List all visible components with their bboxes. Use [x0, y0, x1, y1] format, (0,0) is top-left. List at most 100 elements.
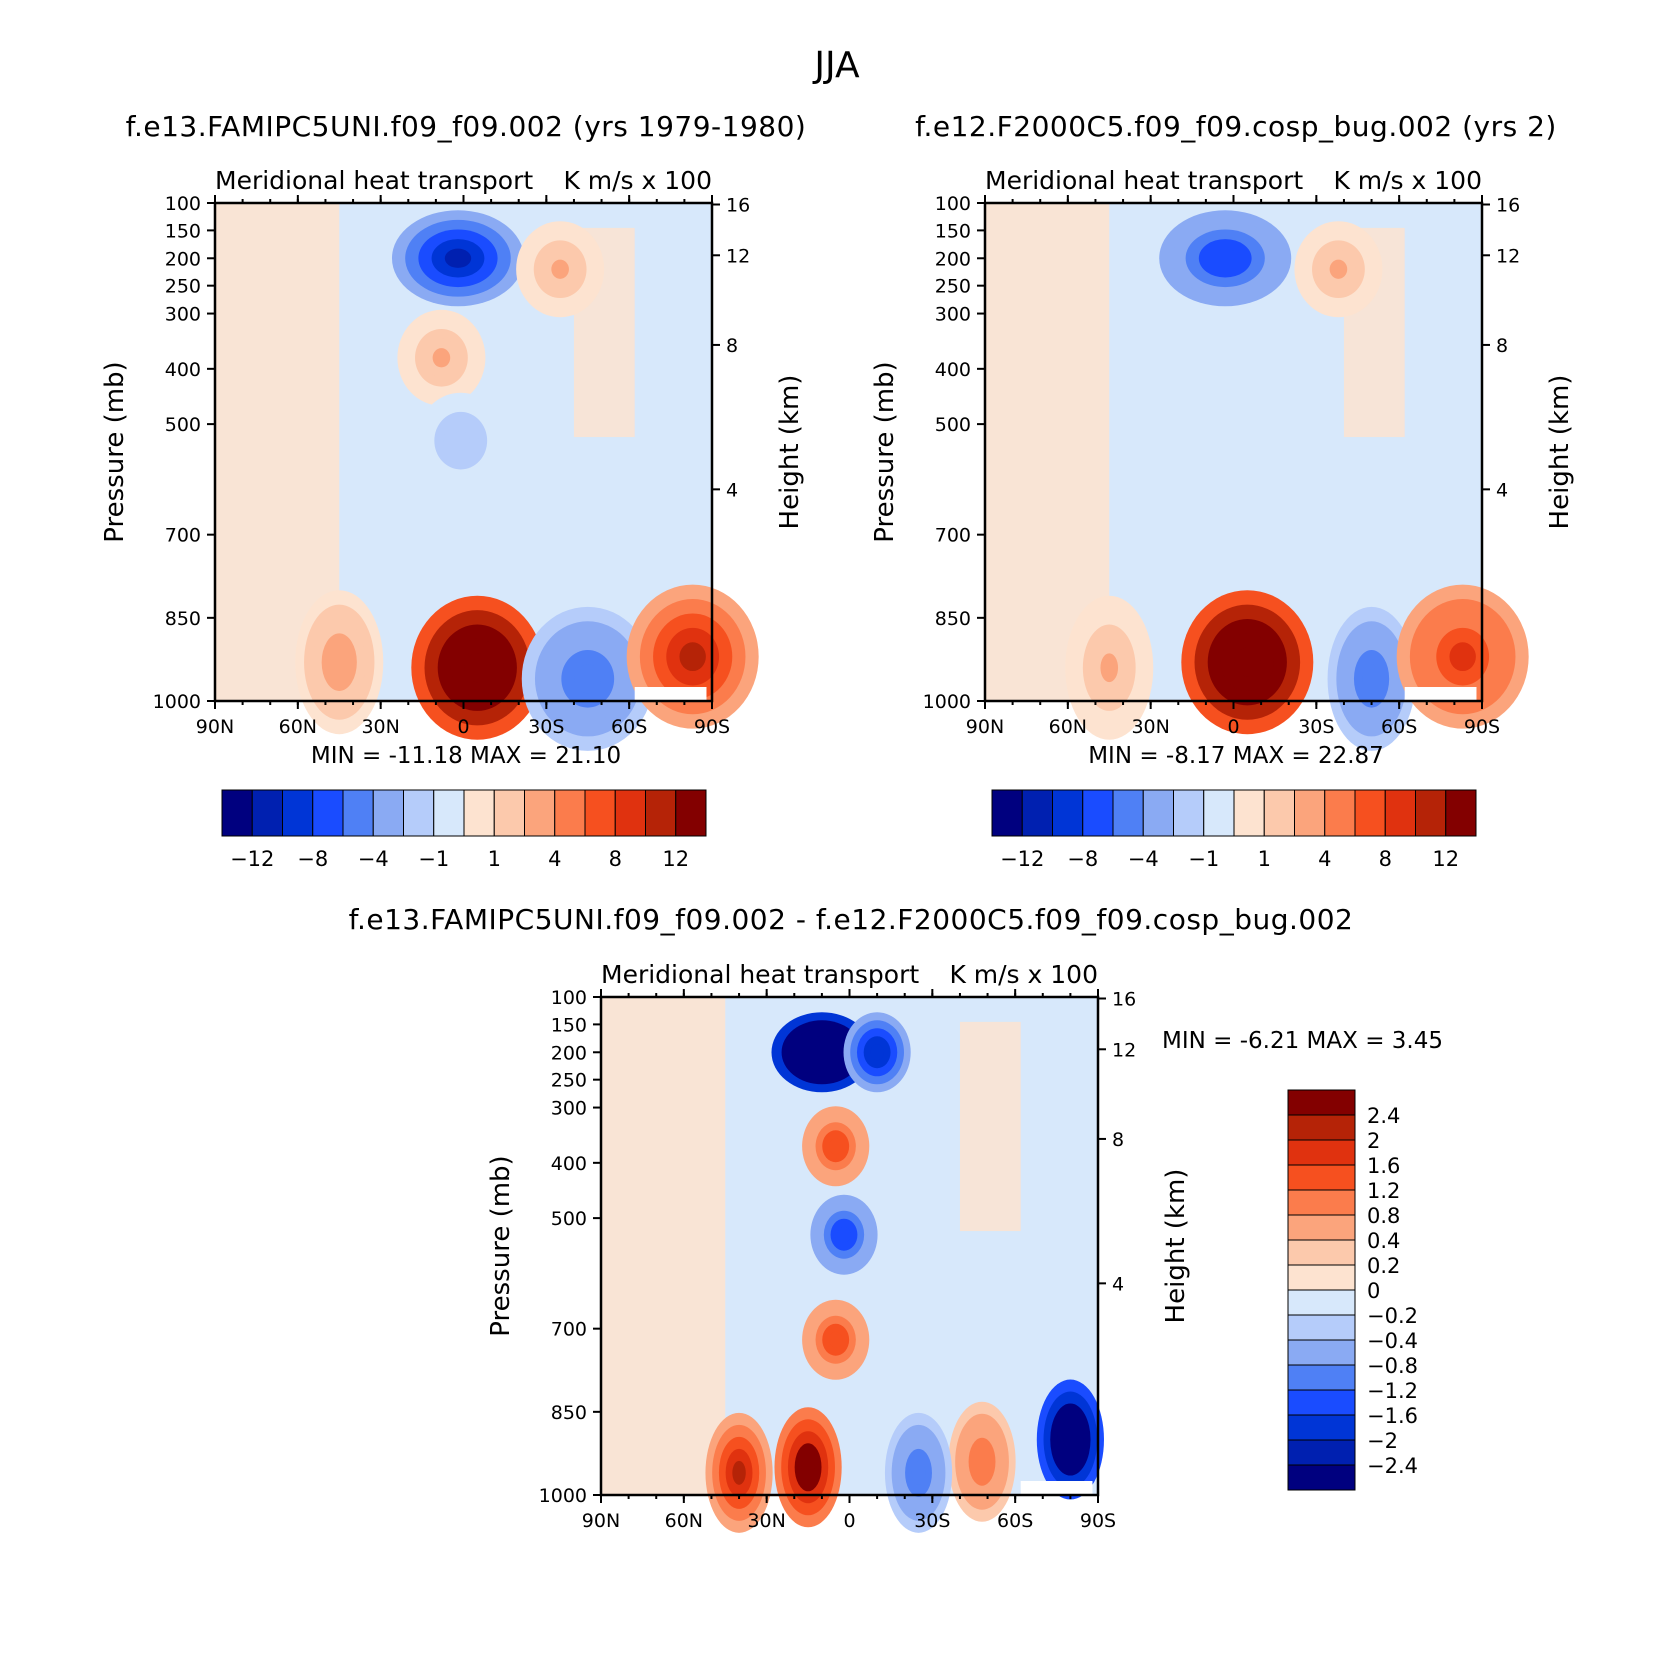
height-tick-label: 4	[1496, 479, 1508, 501]
colorbar-swatch	[1287, 1239, 1356, 1266]
contour-panel_test-2-4	[432, 348, 451, 368]
colorbar-label: 0.8	[1367, 1204, 1400, 1228]
colorbar-label: 12	[662, 847, 689, 871]
colorbar-swatch	[524, 789, 556, 837]
colorbar-swatch	[1203, 789, 1235, 837]
colorbar-swatch	[614, 789, 646, 837]
var-title: Meridional heat transport	[215, 166, 533, 195]
var-title: Meridional heat transport	[601, 960, 919, 989]
min-max-label: MIN = -11.18 MAX = 21.10	[311, 743, 621, 769]
colorbar-label: 4	[1318, 847, 1331, 871]
contour-panel_diff-6-4	[732, 1460, 746, 1485]
x-tick-label: 90S	[1464, 716, 1500, 738]
contour-panel_diff-3-4	[837, 1226, 851, 1243]
colorbar-label: −1.2	[1367, 1379, 1418, 1403]
min-max-label: MIN = -8.17 MAX = 22.87	[1088, 743, 1384, 769]
y-tick-label: 150	[551, 1014, 587, 1036]
y-tick-label: 500	[935, 414, 971, 436]
x-tick-label: 60N	[1049, 716, 1087, 738]
colorbar-swatch	[1287, 1414, 1356, 1441]
y-tick-label: 1000	[539, 1485, 587, 1507]
height-tick-label: 16	[726, 194, 750, 216]
y-tick-label: 200	[551, 1042, 587, 1064]
colorbar-swatch	[1287, 1314, 1356, 1341]
x-tick-label: 60N	[665, 1510, 703, 1532]
contour-panel_test-5-4	[574, 664, 601, 694]
colorbar-swatch	[1287, 1339, 1356, 1366]
y-tick-label: 200	[935, 248, 971, 270]
contour-panel_ctrl-1-4	[1329, 259, 1348, 279]
y-tick-label: 150	[935, 220, 971, 242]
colorbar-label: 1	[488, 847, 501, 871]
colorbar-swatch	[1287, 1089, 1356, 1116]
y-tick-label: 700	[935, 525, 971, 547]
y-axis-label: Pressure (mb)	[100, 361, 130, 542]
y-tick-label: 200	[165, 248, 201, 270]
y-tick-label: 300	[551, 1098, 587, 1120]
y-tick-label: 500	[165, 414, 201, 436]
x-tick-label: 90S	[1080, 1510, 1116, 1532]
colorbar-label: −12	[1000, 847, 1044, 871]
x-tick-label: 60S	[611, 716, 647, 738]
y-tick-label: 250	[935, 276, 971, 298]
colorbar-label: −8	[297, 847, 328, 871]
colorbar-label: −2.4	[1367, 1454, 1418, 1478]
contour-panel_test-0-4	[444, 248, 472, 268]
colorbar-swatch	[1112, 789, 1144, 837]
y-tick-label: 400	[165, 359, 201, 381]
contour-panel_ctrl-2-4	[1234, 647, 1261, 677]
colorbar-swatch	[1287, 1139, 1356, 1166]
contour-panel_test-1-4	[551, 259, 569, 279]
colorbar-swatch	[1287, 1214, 1356, 1241]
y-tick-label: 700	[551, 1319, 587, 1341]
colorbar-label: −0.2	[1367, 1304, 1418, 1328]
contour-panel_ctrl-5-4	[1100, 653, 1119, 683]
colorbar-swatch	[1384, 789, 1416, 837]
colorbar-label: 1.6	[1367, 1154, 1400, 1178]
colorbar-swatch	[1287, 1464, 1356, 1491]
height-tick-label: 4	[1112, 1273, 1124, 1295]
y-tick-label: 250	[551, 1070, 587, 1092]
colorbar-swatch	[433, 789, 465, 837]
x-tick-label: 0	[457, 716, 469, 738]
colorbar-swatch	[1287, 1164, 1356, 1191]
x-tick-label: 30N	[361, 716, 399, 738]
height-tick-label: 8	[1112, 1129, 1124, 1151]
colorbar-swatch	[1294, 789, 1326, 837]
colorbar-swatch	[282, 789, 314, 837]
colorbar-label: 2	[1367, 1129, 1380, 1153]
colorbar-swatch	[1082, 789, 1114, 837]
y-tick-label: 850	[165, 608, 201, 630]
case-title: f.e13.FAMIPC5UNI.f09_f09.002 (yrs 1979-1…	[126, 110, 807, 143]
panel-panel_test: 100 150 200 250 300 400 500 700 850 1000 90N 60N 30N…	[100, 110, 806, 871]
colorbar-swatch	[675, 789, 707, 837]
colorbar-swatch	[1173, 789, 1205, 837]
height-tick-label: 16	[1496, 194, 1520, 216]
surface-mask	[1020, 1481, 1093, 1495]
colorbar-label: 12	[1432, 847, 1459, 871]
x-tick-label: 30S	[1298, 716, 1334, 738]
contour-panel_ctrl-3-4	[1362, 664, 1381, 694]
colorbar-label: 0.2	[1367, 1254, 1400, 1278]
x-tick-label: 90S	[694, 716, 730, 738]
contour-panel_diff-1-4	[870, 1044, 884, 1061]
colorbar-swatch	[1324, 789, 1356, 837]
colorbar-swatch	[1287, 1439, 1356, 1466]
x-tick-label: 30S	[528, 716, 564, 738]
y-tick-label: 400	[551, 1153, 587, 1175]
colorbar-label: 4	[548, 847, 561, 871]
colorbar-swatch	[312, 789, 344, 837]
contour-panel_diff-0-4	[811, 1044, 832, 1061]
x-tick-label: 90N	[582, 1510, 620, 1532]
colorbar-label: 0	[1367, 1279, 1380, 1303]
contour-panel_diff-8-4	[975, 1449, 989, 1474]
contour-panel_ctrl-4-4	[1449, 642, 1476, 672]
colorbar-swatch	[1415, 789, 1447, 837]
y-tick-label: 1000	[153, 691, 201, 713]
colorbar-label: −4	[1128, 847, 1159, 871]
y-tick-label: 300	[165, 304, 201, 326]
x-tick-label: 60N	[279, 716, 317, 738]
colorbar-swatch	[554, 789, 586, 837]
